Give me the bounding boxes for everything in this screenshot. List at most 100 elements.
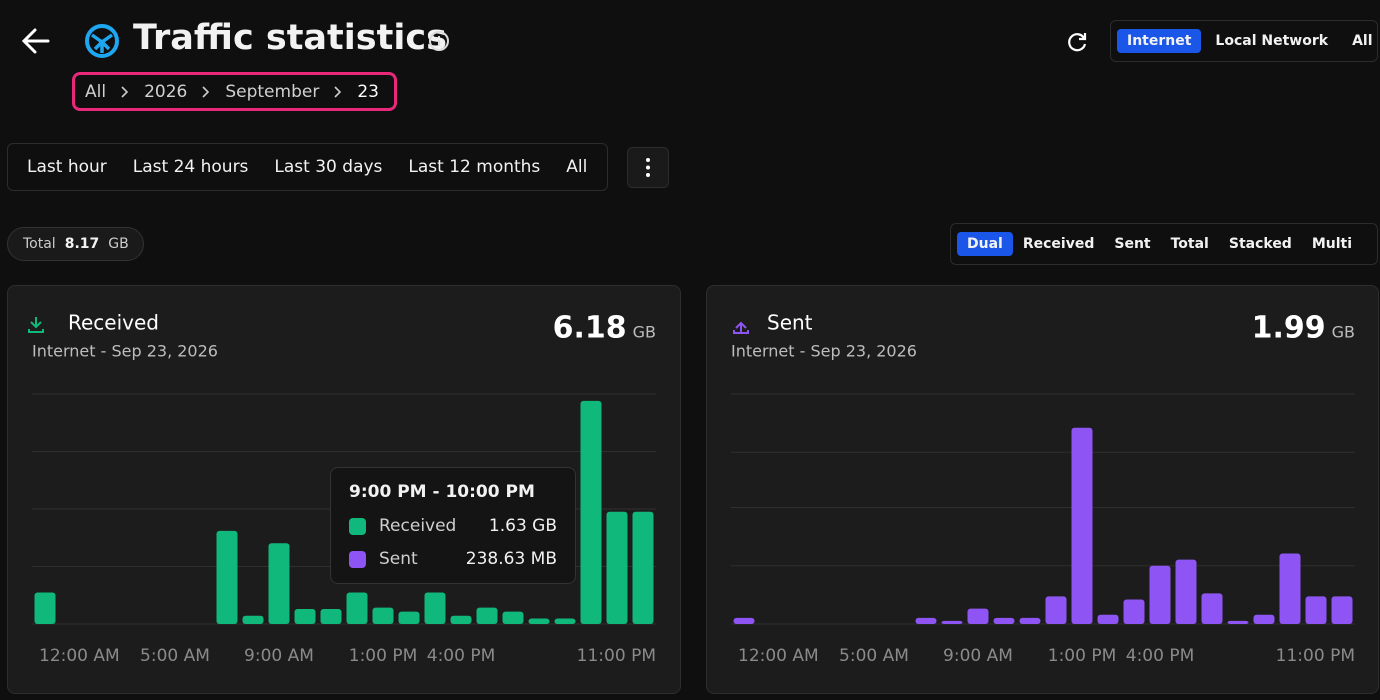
chart-card: Sent Internet - Sep 23, 2026 GB 1.99 12:00 A… — [706, 285, 1379, 694]
chevron — [202, 85, 210, 98]
tooltip-value: 1.63 GB — [488, 516, 557, 536]
total-unit: GB — [108, 236, 129, 252]
card-title: Sent — [767, 311, 813, 335]
crumb: 23 — [357, 81, 379, 102]
view[interactable]: Dual — [957, 232, 1013, 256]
bar — [1097, 614, 1119, 624]
view[interactable]: Received — [1022, 236, 1095, 252]
x-tick-label: 5:00 AM — [140, 646, 210, 666]
range[interactable]: Last 30 days — [274, 157, 383, 177]
chart: Received Internet - Sep 23, 2026 GB 6.18 12:… — [28, 311, 656, 666]
bar — [242, 615, 264, 624]
bar — [941, 620, 963, 624]
view[interactable]: Sent — [1114, 236, 1151, 252]
chevron — [121, 85, 129, 98]
tooltip: 9:00 PM - 10:00 PM Received 1.63 GB Sent 2… — [330, 467, 576, 584]
chevron — [334, 85, 342, 98]
x-tick-label: 9:00 AM — [244, 646, 314, 666]
logo — [85, 24, 119, 58]
bar — [450, 615, 472, 624]
view[interactable]: Stacked — [1228, 236, 1292, 252]
range[interactable]: All — [566, 157, 588, 177]
bar — [1019, 617, 1041, 624]
total-unit: GB — [633, 323, 656, 342]
total-value: 6.18 — [553, 311, 627, 346]
network-tabs: Internet Local Network All — [1110, 20, 1378, 62]
bar — [372, 607, 394, 624]
bar — [967, 608, 989, 624]
back-button[interactable] — [20, 26, 52, 56]
more-button[interactable] — [627, 147, 669, 188]
bar — [1071, 427, 1093, 624]
card-title: Received — [68, 311, 159, 335]
bar — [606, 511, 628, 624]
bar — [320, 608, 342, 624]
x-tick-label: 12:00 AM — [738, 646, 819, 666]
bar — [216, 530, 238, 624]
x-tick-label: 4:00 PM — [427, 646, 496, 666]
legend-dot — [349, 517, 366, 535]
bar — [993, 617, 1015, 624]
x-tick-label: 1:00 PM — [349, 646, 418, 666]
range[interactable]: Last 12 months — [408, 157, 541, 177]
bar — [580, 400, 602, 624]
x-tick-label: 4:00 PM — [1126, 646, 1195, 666]
tooltip-title: 9:00 PM - 10:00 PM — [349, 482, 535, 502]
view-tabs: Dual Received Sent Total Stacked Multi — [950, 223, 1378, 265]
page-title: Traffic statistics — [133, 18, 447, 58]
range[interactable]: Last hour — [27, 157, 107, 177]
tooltip-value: 238.63 MB — [465, 549, 557, 569]
tab[interactable]: Local Network — [1215, 33, 1329, 49]
x-tick-label: 1:00 PM — [1048, 646, 1117, 666]
bar — [34, 592, 56, 624]
range[interactable]: Last 24 hours — [132, 157, 249, 177]
card-subtitle: Internet - Sep 23, 2026 — [731, 342, 917, 361]
bar — [1305, 596, 1327, 624]
crumb[interactable]: 2026 — [144, 81, 188, 102]
total-value: 8.17 — [64, 236, 100, 252]
bar — [1175, 559, 1197, 624]
x-tick-label: 5:00 AM — [839, 646, 909, 666]
tooltip-name: Sent — [379, 549, 418, 569]
bar — [1201, 593, 1223, 624]
crumb[interactable]: September — [225, 81, 320, 102]
info-icon[interactable] — [428, 30, 450, 52]
bar — [1227, 620, 1249, 624]
chart-card: Received Internet - Sep 23, 2026 GB 6.18 12:… — [7, 285, 681, 694]
bar — [346, 592, 368, 624]
x-tick-label: 11:00 PM — [1276, 646, 1355, 666]
bar — [554, 618, 576, 624]
range-bar: Last hour Last 24 hours Last 30 days Las… — [7, 143, 608, 191]
bar — [915, 617, 937, 624]
bar — [1253, 614, 1275, 624]
tooltip-name: Received — [379, 516, 457, 536]
bar — [1331, 596, 1353, 624]
card-subtitle: Internet - Sep 23, 2026 — [32, 342, 218, 361]
legend-dot — [349, 550, 366, 568]
chart: Sent Internet - Sep 23, 2026 GB 1.99 12:00 A… — [731, 311, 1355, 666]
total-value: 1.99 — [1252, 311, 1326, 346]
upload-icon — [733, 321, 749, 334]
breadcrumb: All 2026 September 23 — [72, 72, 397, 111]
bar — [294, 608, 316, 624]
view[interactable]: Multi — [1311, 236, 1353, 252]
view[interactable]: Total — [1170, 236, 1209, 252]
total-pill: Total 8.17 GB — [7, 227, 144, 261]
bar — [733, 617, 755, 624]
bar — [268, 543, 290, 624]
bar — [632, 511, 654, 624]
tab[interactable]: All — [1352, 33, 1373, 49]
bar — [1045, 596, 1067, 624]
bar — [398, 611, 420, 624]
bar — [1279, 553, 1301, 624]
x-tick-label: 9:00 AM — [943, 646, 1013, 666]
tab[interactable]: Internet — [1117, 29, 1202, 53]
download-icon — [28, 317, 44, 333]
refresh-button[interactable] — [1065, 30, 1089, 54]
total-label: Total — [23, 236, 56, 252]
bar — [1149, 565, 1171, 624]
crumb[interactable]: All — [85, 81, 107, 102]
bar — [424, 592, 446, 624]
total-unit: GB — [1332, 323, 1355, 342]
